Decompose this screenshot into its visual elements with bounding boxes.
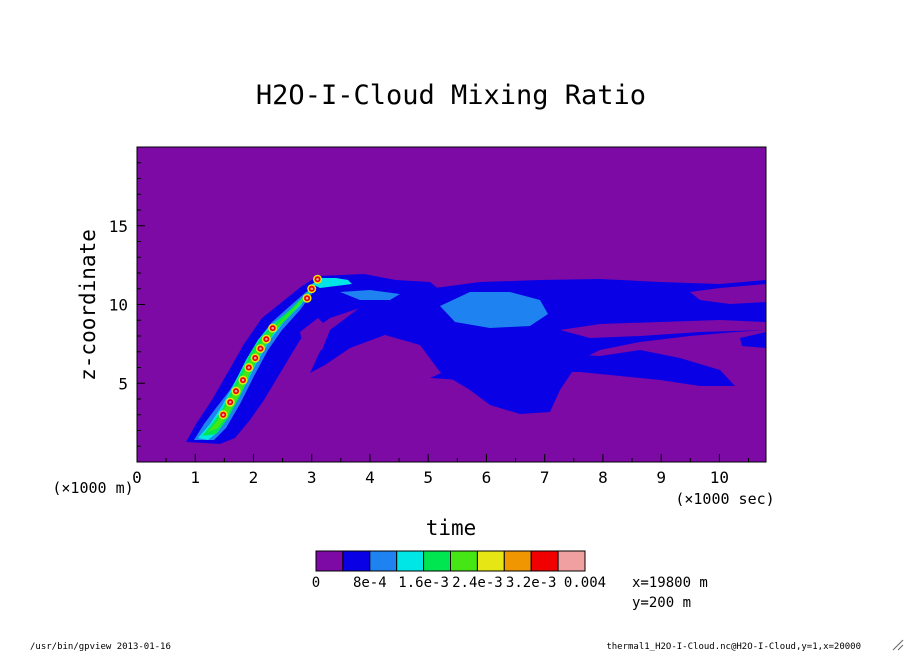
hotspot-marker (261, 334, 271, 344)
x-tick-label: 4 (365, 468, 375, 487)
x-unit-label: (×1000 sec) (675, 490, 774, 508)
y-tick-label: 10 (109, 296, 128, 315)
hotspot-marker (302, 293, 312, 303)
contour-level-2 (340, 290, 400, 300)
colorbar-swatch (423, 550, 452, 572)
hotspot-marker (268, 323, 278, 333)
colorbar-swatch (503, 550, 532, 572)
x-tick-label: 8 (598, 468, 608, 487)
x-tick-label: 3 (307, 468, 317, 487)
position-x-annotation: x=19800 m (632, 575, 708, 591)
y-tick-label: 15 (109, 217, 128, 236)
contour-level-1 (430, 350, 735, 386)
contour-level-0 (560, 320, 766, 338)
position-y-annotation: y=200 m (632, 595, 691, 611)
footer-left: /usr/bin/gpview 2013-01-16 (30, 642, 171, 652)
hotspot-marker (238, 375, 248, 385)
colorbar-swatch (476, 550, 505, 572)
colorbar-tick-label: 3.2e-3 (506, 575, 557, 591)
colorbar-swatch (315, 550, 344, 572)
x-tick-label: 1 (190, 468, 200, 487)
hotspot-markers (218, 274, 323, 420)
contour-level-3 (312, 278, 352, 288)
contour-level-0 (690, 284, 766, 304)
footer-right: thermal1_H2O-I-Cloud.nc@H2O-I-Cloud,y=1,… (606, 642, 861, 652)
x-tick-label: 5 (423, 468, 433, 487)
contour-level-1 (186, 274, 440, 444)
contour-level-2 (440, 292, 548, 328)
hotspot-marker (255, 344, 265, 354)
y-tick-label: 5 (118, 374, 128, 393)
x-tick-label: 7 (540, 468, 550, 487)
y-unit-label: (×1000 m) (52, 479, 133, 497)
x-tick-label: 10 (710, 468, 729, 487)
colorbar-tick-label: 0.004 (564, 575, 606, 591)
hotspot-marker (244, 363, 254, 372)
x-tick-label: 0 (132, 468, 142, 487)
hotspot-marker (307, 284, 317, 294)
contour-level-1 (740, 332, 766, 348)
y-axis-label: z-coordinate (76, 229, 100, 381)
resize-grip-icon (892, 639, 904, 651)
colorbar (315, 550, 586, 572)
contour-level-0 (300, 318, 330, 356)
plot-area (136, 146, 767, 463)
hotspot-marker (225, 397, 235, 407)
contour-level-5 (208, 292, 308, 432)
colorbar-swatch (557, 550, 586, 572)
colorbar-tick-label: 8e-4 (353, 575, 387, 591)
colorbar-tick-label: 0 (312, 575, 320, 591)
colorbar-swatch (369, 550, 398, 572)
hotspot-marker (218, 410, 228, 420)
hotspot-marker (313, 274, 323, 284)
x-axis-ticks: 0 1 2 3 4 5 6 7 8 9 10 (132, 454, 750, 487)
colorbar-tick-labels: 0 8e-4 1.6e-3 2.4e-3 3.2e-3 0.004 (312, 575, 606, 591)
colorbar-swatch (396, 550, 425, 572)
chart-title: H2O-I-Cloud Mixing Ratio (256, 80, 646, 111)
hotspot-marker (250, 353, 260, 363)
x-axis-label: time (426, 516, 477, 540)
x-tick-label: 2 (249, 468, 259, 487)
colorbar-tick-label: 1.6e-3 (398, 575, 449, 591)
x-tick-label: 6 (482, 468, 492, 487)
y-axis-ticks: 5 10 15 (109, 162, 145, 447)
colorbar-swatch (450, 550, 478, 572)
colorbar-tick-label: 2.4e-3 (452, 575, 503, 591)
hotspot-marker (231, 386, 241, 396)
contour-fills (186, 274, 766, 444)
x-tick-label: 9 (656, 468, 666, 487)
contour-level-1 (310, 279, 766, 414)
colorbar-swatch (342, 550, 371, 572)
colorbar-swatch (530, 550, 559, 572)
